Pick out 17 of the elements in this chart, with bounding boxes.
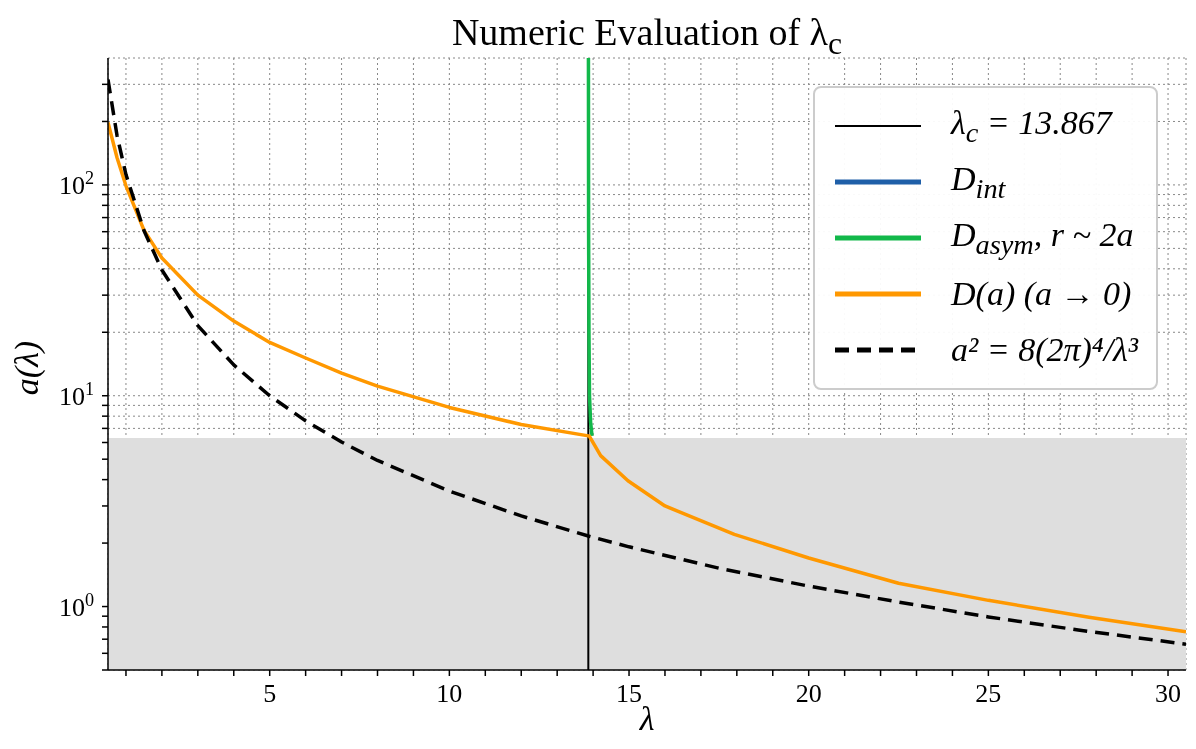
legend-label: D$_{int}$ [951,159,1006,205]
y-axis-title: a(λ) [8,340,46,396]
legend-label: a² = 8(2π)⁴/λ³ [951,331,1138,369]
line-series [586,58,594,438]
x-tick-label: 25 [975,679,1002,708]
x-tick-label: 30 [1155,679,1182,708]
chart-title: Numeric Evaluation of λ$_{c}$ [450,10,844,63]
legend-label: D$_{asym}$, r ~ 2a [951,215,1134,261]
x-tick-label: 20 [795,679,822,708]
x-tick-label: 15 [616,679,643,708]
legend-label: D(a) (a → 0) [951,275,1132,313]
x-tick-label: 10 [436,679,463,708]
x-tick-label: 5 [263,679,277,708]
y-tick-label: 10$^{1}$ [58,378,94,411]
y-tick-label: 10$^{0}$ [58,589,94,622]
y-tick-label: 10$^{2}$ [58,167,94,200]
legend-label: λ$_{c}$ = 13.867 [951,103,1112,149]
